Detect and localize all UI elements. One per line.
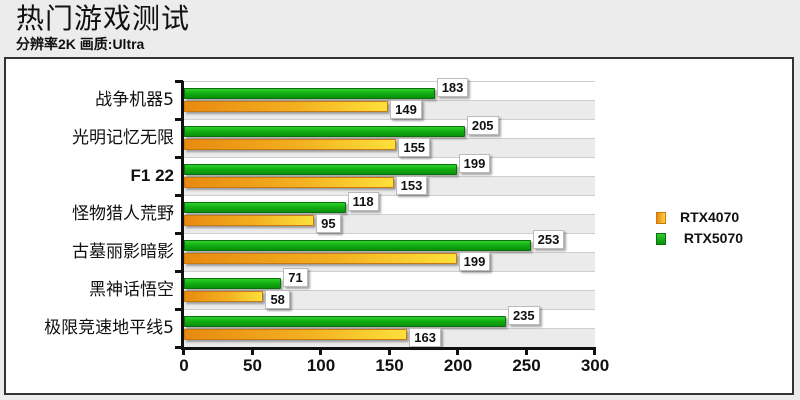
value-label: 199 (458, 154, 491, 173)
category-label: 战争机器5 (95, 90, 174, 110)
y-tick (175, 194, 183, 197)
y-tick (175, 308, 183, 311)
legend-swatch-rtx4070 (656, 212, 666, 224)
category-label: 古墓丽影暗影 (72, 242, 174, 262)
x-tick (456, 347, 459, 355)
x-tick (524, 347, 528, 355)
x-tick-label: 100 (306, 356, 336, 375)
chart-title: 热门游戏测试 (16, 2, 191, 35)
x-tick-label: 300 (580, 356, 610, 375)
x-tick (387, 347, 391, 355)
value-label: 183 (436, 78, 469, 97)
chart-subtitle: 分辨率2K 画质:Ultra (16, 36, 145, 52)
category-label: 怪物猎人荒野 (72, 204, 174, 224)
bar-rtx4070 (184, 101, 389, 112)
bar-rtx5070 (184, 202, 346, 213)
y-tick (175, 232, 183, 235)
x-tick (250, 347, 254, 355)
x-tick-label: 200 (443, 356, 473, 375)
value-label: 253 (532, 230, 565, 249)
x-tick-label: 50 (243, 356, 262, 375)
x-tick (593, 347, 596, 355)
value-label: 205 (466, 116, 499, 135)
y-tick (175, 270, 183, 273)
value-label: 149 (390, 100, 422, 119)
legend-swatch-rtx5070 (656, 233, 666, 245)
value-label: 71 (283, 268, 308, 287)
x-tick-label: 250 (512, 356, 541, 375)
x-tick (182, 347, 185, 355)
bar-rtx5070 (184, 164, 457, 175)
bar-rtx5070 (184, 88, 435, 99)
x-tick-label: 150 (375, 356, 404, 375)
category-label: F1 22 (130, 166, 174, 185)
x-tick (319, 347, 322, 355)
category-label: 极限竞速地平线5 (44, 318, 174, 338)
bar-rtx4070 (184, 291, 264, 302)
value-label: 118 (347, 192, 379, 211)
bar-rtx4070 (184, 253, 457, 264)
bar-rtx5070 (184, 316, 506, 327)
value-label: 95 (316, 214, 341, 233)
bar-rtx5070 (184, 240, 531, 251)
category-label: 黑神话悟空 (89, 280, 174, 300)
value-label: 235 (507, 306, 540, 325)
x-tick-label: 0 (179, 356, 189, 375)
bar-rtx5070 (184, 126, 465, 137)
y-axis (181, 81, 184, 349)
value-label: 58 (265, 290, 290, 309)
legend-label-rtx4070: RTX4070 (680, 209, 740, 225)
bar-rtx4070 (184, 177, 394, 188)
bar-rtx4070 (184, 139, 397, 150)
y-tick (175, 80, 183, 83)
legend-label-rtx5070: RTX5070 (680, 230, 744, 246)
value-label: 199 (458, 252, 491, 271)
x-axis (181, 347, 595, 350)
bar-rtx4070 (184, 329, 408, 340)
value-label: 155 (398, 138, 431, 157)
value-label: 163 (409, 328, 441, 347)
bar-rtx5070 (184, 278, 282, 289)
y-tick (175, 156, 183, 159)
y-tick (175, 118, 183, 121)
y-tick (175, 346, 183, 349)
value-label: 153 (395, 176, 428, 195)
bar-rtx4070 (184, 215, 315, 226)
category-label: 光明记忆无限 (72, 128, 174, 148)
